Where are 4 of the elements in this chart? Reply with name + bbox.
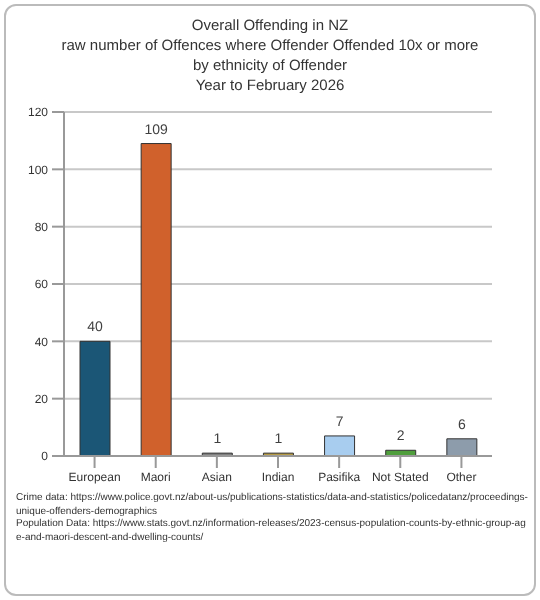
bar — [140, 143, 172, 456]
bar — [79, 340, 111, 456]
bar — [446, 438, 478, 456]
bar — [324, 435, 356, 456]
